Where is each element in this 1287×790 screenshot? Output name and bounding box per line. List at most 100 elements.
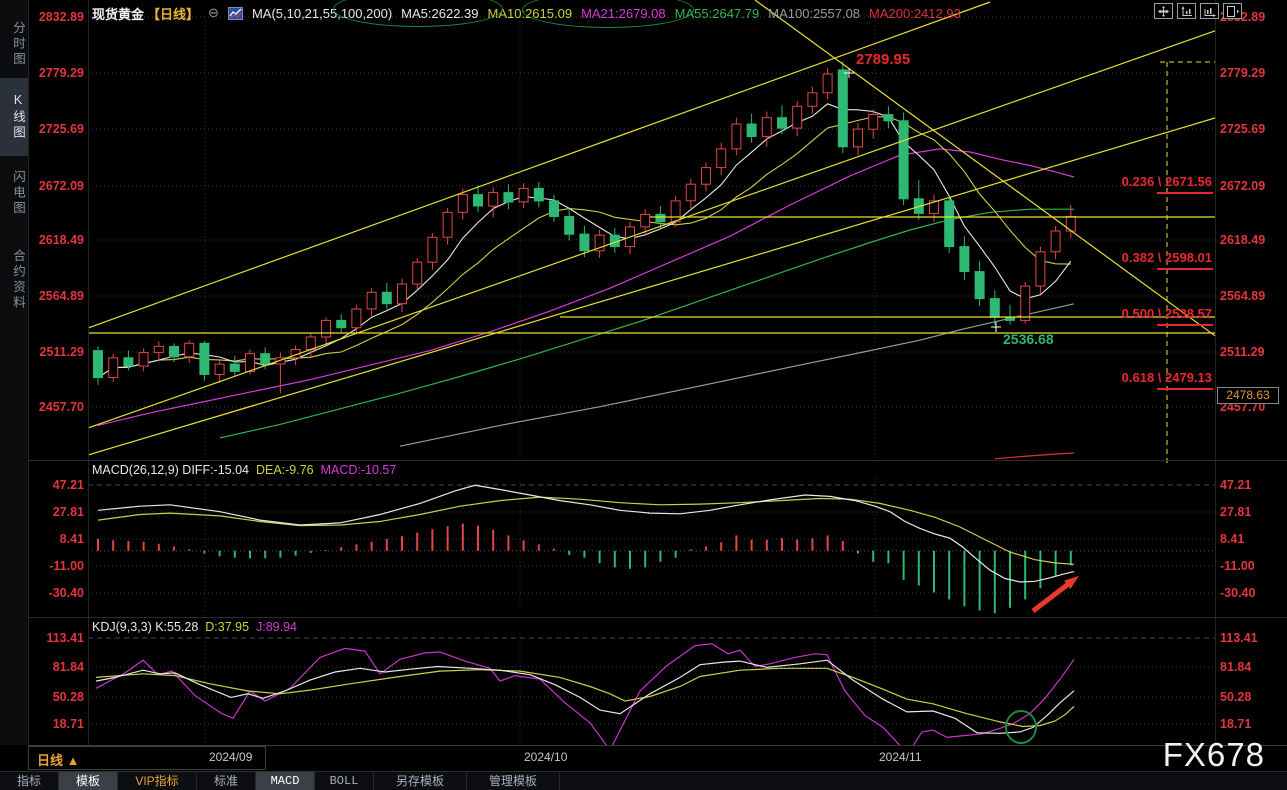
- bottom-tab-bar: 指标 模板 VIP指标 标准 MACD BOLL 另存模板 管理模板: [0, 771, 1287, 790]
- price-annotations: 2789.95 2536.68: [844, 51, 1054, 347]
- ma-value: MA200:2412.93: [869, 5, 961, 21]
- macd-plot: [88, 484, 1215, 614]
- ma-value: MA21:2679.08: [581, 5, 666, 21]
- axis-tick-label: 2457.70: [38, 400, 84, 414]
- plot-left-border: [88, 0, 89, 745]
- axis-tick-label: 2779.29: [1220, 66, 1266, 80]
- sidebar-item-K线图[interactable]: K线图: [0, 78, 28, 156]
- macd-separator: [28, 460, 1287, 461]
- right-axis-price-box: 2478.63: [1217, 387, 1279, 404]
- ma-value: MA100:2557.08: [768, 5, 861, 21]
- tab-VIP指标[interactable]: VIP指标: [118, 772, 197, 790]
- macd-header: MACD(26,12,9) DIFF:-15.04 DEA:-9.76 MACD…: [92, 463, 396, 478]
- ma-value: MA5:2622.39: [401, 5, 479, 21]
- tab-BOLL[interactable]: BOLL: [315, 772, 374, 790]
- fib-levels: 0.236 \ 2671.56 0.382 \ 2598.01 0.500 \ 25…: [1122, 174, 1213, 390]
- macd-dea-label: DEA:-9.76: [255, 463, 314, 477]
- axis-scale-right-icon[interactable]: [1200, 3, 1219, 19]
- sidebar-item-分时图[interactable]: 分时图: [11, 20, 25, 68]
- sidebar-item-闪电图[interactable]: 闪电图: [11, 169, 25, 217]
- low-price-label: 2536.68: [1003, 331, 1054, 347]
- chart-header: 现货黄金 【日线】 ⊖ MA(5,10,21,55,100,200) MA5:2…: [92, 3, 970, 23]
- plot-right-border: [1215, 0, 1216, 745]
- ma-line-ma100: [399, 303, 1075, 447]
- tab-另存模板[interactable]: 另存模板: [374, 772, 467, 790]
- fib-label: 0.236 \ 2671.56: [1122, 174, 1212, 189]
- axis-tick-label: -30.40: [48, 586, 84, 600]
- axis-tick-label: 113.41: [1220, 631, 1258, 645]
- chart-type-icon[interactable]: [227, 6, 243, 20]
- dea-line: [97, 496, 1075, 565]
- axis-tick-label: 81.84: [52, 660, 84, 674]
- axis-tick-label: 2672.09: [38, 179, 84, 193]
- axis-tick-label: 2564.89: [38, 289, 84, 303]
- ma-value: MA55:2647.79: [674, 5, 760, 21]
- axis-tick-label: 8.41: [1220, 532, 1245, 546]
- axis-tick-label: 113.41: [46, 631, 84, 645]
- axis-tick-label: 2779.29: [38, 66, 84, 80]
- axis-tick-label: 47.21: [1220, 478, 1252, 492]
- left-sidebar: 分时图 K线图闪电图合约资料: [0, 0, 29, 745]
- ma-overlays: [97, 103, 1075, 460]
- kdj-d-label: D:37.95: [205, 620, 250, 634]
- period-selector[interactable]: 日线 ▲: [37, 753, 80, 768]
- macd-macd-label: MACD:-10.57: [320, 463, 397, 477]
- tab-标准[interactable]: 标准: [197, 772, 256, 790]
- axis-tick-label: -11.00: [49, 559, 84, 573]
- tab-指标[interactable]: 指标: [0, 772, 59, 790]
- axis-tick-label: 2564.89: [1220, 289, 1266, 303]
- tab-模板[interactable]: 模板: [59, 772, 118, 790]
- dif-line: [97, 484, 1075, 583]
- trendlines[interactable]: [88, 0, 1215, 465]
- candles: [93, 61, 1076, 394]
- x-axis-row: 日线 ▲ 2024/09 2024/10 2024/11 FX678: [0, 736, 1287, 773]
- x-axis-month-label: 2024/11: [879, 750, 922, 764]
- circle-annotation: [1005, 710, 1037, 744]
- period-tag: 【日线】: [147, 6, 200, 22]
- axis-tick-label: 50.28: [52, 690, 84, 704]
- header-icons: [1154, 3, 1242, 19]
- axis-tick-label: 2618.49: [1220, 233, 1266, 247]
- sidebar-item-合约资料[interactable]: 合约资料: [11, 249, 25, 311]
- axis-tick-label: 18.71: [1220, 717, 1252, 731]
- axis-tick-label: 50.28: [1220, 690, 1252, 704]
- circle-minus-icon[interactable]: ⊖: [208, 5, 219, 20]
- axis-tick-label: 81.84: [1220, 660, 1252, 674]
- axis-tick-label: 8.41: [59, 532, 84, 546]
- ma-line-ma10: [97, 116, 1071, 379]
- axis-tick-label: 2725.69: [38, 122, 84, 136]
- ma-values: MA5:2622.39 MA10:2615.09 MA21:2679.08 MA55:…: [401, 6, 970, 21]
- fib-label: 0.382 \ 2598.01: [1122, 250, 1212, 265]
- pan-icon[interactable]: [1154, 3, 1173, 19]
- period-selector-cell[interactable]: 日线 ▲: [28, 746, 266, 770]
- chart-canvas[interactable]: 0.236 \ 2671.56 0.382 \ 2598.01 0.500 \ 25…: [88, 0, 1215, 745]
- tab-MACD[interactable]: MACD: [256, 772, 315, 790]
- panel-export-icon[interactable]: [1223, 3, 1242, 19]
- axis-tick-label: 2672.09: [1220, 179, 1266, 193]
- kdj-plot: [95, 643, 1075, 745]
- ma-config: MA(5,10,21,55,100,200): [251, 5, 393, 21]
- k-line: [95, 659, 1075, 734]
- fib-label: 0.500 \ 2538.57: [1122, 306, 1212, 321]
- ma-line-ma200: [994, 452, 1075, 460]
- axis-tick-label: 2618.49: [38, 233, 84, 247]
- axis-scale-up-icon[interactable]: [1177, 3, 1196, 19]
- kdj-j-label: J:89.94: [256, 620, 298, 634]
- xaxis-separator: [28, 745, 1287, 746]
- x-axis-month-label: 2024/09: [209, 750, 253, 764]
- high-price-label: 2789.95: [856, 51, 910, 68]
- ma-line-ma21: [97, 148, 1075, 426]
- axis-tick-label: -30.40: [1220, 586, 1256, 600]
- watermark: FX678: [1162, 736, 1265, 773]
- axis-tick-label: 18.71: [52, 717, 84, 731]
- kdj-separator: [28, 617, 1287, 618]
- kdj-k-label: KDJ(9,3,3) K:55.28: [92, 620, 199, 634]
- arrow-annotation: [1031, 580, 1073, 613]
- gridlines: [88, 16, 1215, 743]
- axis-tick-label: 27.81: [1220, 505, 1252, 519]
- axis-tick-label: 2511.29: [39, 345, 85, 359]
- tab-管理模板[interactable]: 管理模板: [467, 772, 560, 790]
- axis-tick-label: 2725.69: [1220, 122, 1266, 136]
- d-line: [95, 667, 1075, 728]
